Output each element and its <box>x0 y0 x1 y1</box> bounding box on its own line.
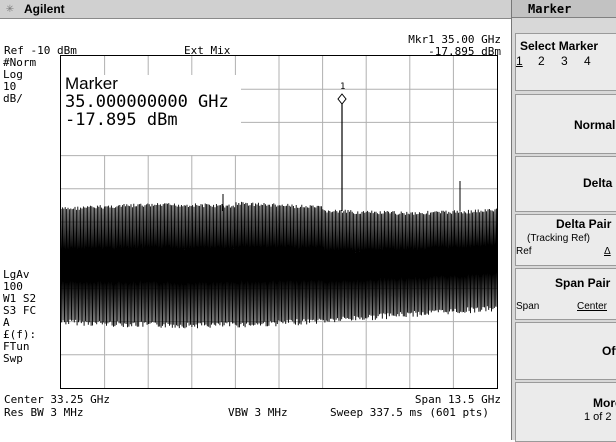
ref-level: Ref -10 dBm <box>4 44 77 57</box>
frequency-span: Span 13.5 GHz <box>414 393 501 406</box>
title-bar: ✳ Agilent <box>0 0 511 19</box>
key-option-delta: Δ <box>604 246 611 257</box>
marker-option-4: 4 <box>584 54 591 68</box>
delta-pair-key[interactable]: Delta Pair (Tracking Ref) Ref Δ <box>515 214 616 266</box>
key-label: Normal <box>574 118 616 132</box>
normal-key[interactable]: Normal <box>515 94 616 154</box>
key-label: Delta Pair <box>556 217 612 231</box>
spectrum-trace <box>61 201 497 329</box>
softkey-menu: Marker Select Marker 1 2 3 4 Normal Delt… <box>511 0 616 442</box>
marker-diamond-icon <box>337 93 347 105</box>
key-sublabel: (Tracking Ref) <box>527 233 590 244</box>
key-label: More <box>593 396 616 410</box>
span-pair-key[interactable]: Span Pair Span Center <box>515 268 616 320</box>
setting-label: 100 <box>3 280 23 293</box>
marker-amplitude-readout: -17.895 dBm <box>428 45 501 58</box>
marker-option-1: 1 <box>516 54 523 68</box>
center-frequency: Center 33.25 GHz <box>4 393 110 406</box>
marker-readout-box: Marker 35.000000000 GHz -17.895 dBm <box>61 75 241 155</box>
video-bandwidth: VBW 3 MHz <box>228 406 288 419</box>
setting-label: Swp <box>3 352 23 365</box>
select-marker-key[interactable]: Select Marker 1 2 3 4 <box>515 33 616 91</box>
key-sublabel: 1 of 2 <box>584 411 612 423</box>
more-key[interactable]: More 1 of 2 <box>515 382 616 442</box>
marker-readout-title: Marker <box>65 74 118 93</box>
agilent-spark-icon: ✳ <box>6 1 14 16</box>
off-key[interactable]: Off <box>515 322 616 380</box>
marker-readout-amplitude: -17.895 dBm <box>65 110 178 130</box>
setting-label: A <box>3 316 10 329</box>
sweep-time: Sweep 337.5 ms (601 pts) <box>330 406 489 419</box>
key-option-center: Center <box>577 301 608 312</box>
setting-label: W1 S2 <box>3 292 37 305</box>
key-option-ref: Ref <box>516 246 532 257</box>
key-label: Off <box>602 344 616 358</box>
key-label: Select Marker <box>520 39 599 53</box>
key-label: Delta <box>583 176 613 190</box>
scale-label: dB/ <box>3 92 23 105</box>
setting-label: FTun <box>3 340 30 353</box>
key-option-span: Span <box>516 301 540 312</box>
scale-label: Log <box>3 68 23 81</box>
marker-option-2: 2 <box>538 54 545 68</box>
mixer-mode: Ext Mix <box>184 44 231 57</box>
brand-name: Agilent <box>24 2 65 16</box>
delta-key[interactable]: Delta <box>515 156 616 212</box>
menu-title: Marker <box>512 0 616 18</box>
setting-label: £(f): <box>3 328 37 341</box>
key-label: Span Pair <box>555 276 611 290</box>
scale-label: 10 <box>3 80 17 93</box>
marker-frequency-readout: Mkr1 35.00 GHz <box>408 33 501 46</box>
marker-readout-frequency: 35.000000000 GHz <box>65 92 229 112</box>
marker-option-3: 3 <box>561 54 568 68</box>
marker-number-label: 1 <box>340 82 345 92</box>
analyzer-screen: Ref -10 dBm Ext Mix Mkr1 35.00 GHz -17.8… <box>0 19 511 440</box>
scale-label: #Norm <box>3 56 37 69</box>
setting-label: S3 FC <box>3 304 37 317</box>
resolution-bandwidth: Res BW 3 MHz <box>4 406 84 419</box>
setting-label: LgAv <box>3 268 30 281</box>
